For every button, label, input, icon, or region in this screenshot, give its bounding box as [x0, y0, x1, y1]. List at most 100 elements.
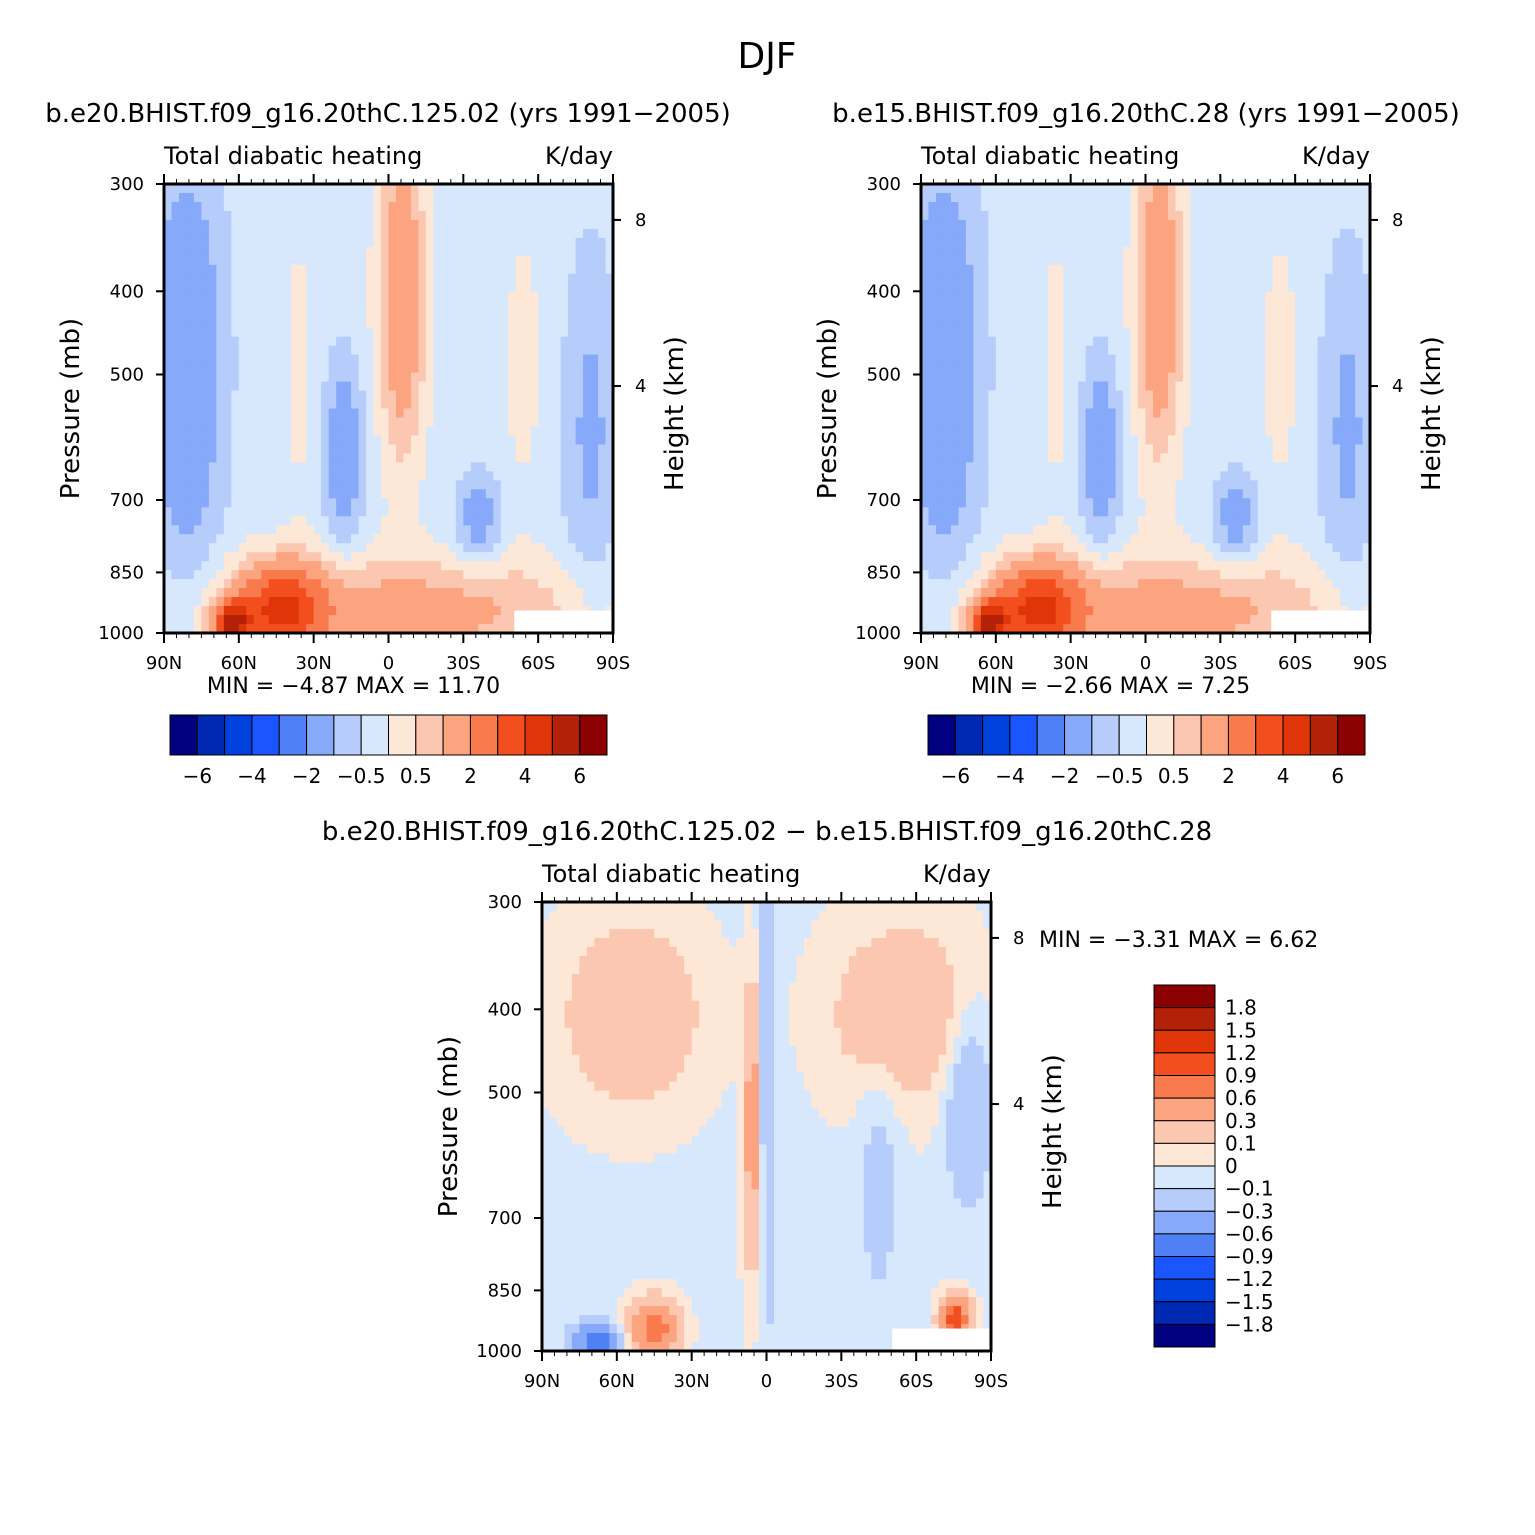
heat-cell [1287, 246, 1296, 257]
heat-cell [1257, 219, 1266, 230]
heat-cell [1235, 210, 1244, 221]
heat-cell [1167, 399, 1177, 410]
heat-cell [1093, 273, 1102, 284]
heat-cell [583, 516, 592, 526]
heat-cell [455, 192, 464, 203]
heat-cell [193, 336, 203, 347]
heat-cell [935, 291, 945, 302]
heat-cell [995, 282, 1004, 293]
heat-cell [321, 300, 330, 311]
heat-cell [395, 516, 405, 526]
heat-cell [530, 462, 539, 472]
heat-cell [164, 462, 173, 472]
heat-cell [1160, 345, 1169, 356]
heat-cell [201, 282, 210, 293]
heat-cell [598, 561, 607, 571]
heat-cell [328, 543, 337, 553]
heat-cell [1025, 453, 1034, 463]
heat-cell [418, 399, 427, 410]
heat-cell [598, 408, 607, 419]
heat-cell [223, 363, 232, 374]
heat-cell [470, 597, 479, 607]
heat-cell [1152, 354, 1162, 365]
heat-cell [186, 516, 195, 526]
heat-cell [1123, 363, 1132, 374]
heat-cell [216, 282, 225, 293]
heat-cell [283, 282, 292, 293]
heat-cell [1055, 192, 1064, 203]
panels: b.e20.BHIST.f09_g16.20thC.125.02 (yrs 19… [45, 99, 1460, 1392]
heat-cell [373, 219, 382, 230]
heat-cell [343, 534, 352, 544]
heat-cell [500, 228, 509, 239]
heat-cell [1227, 345, 1236, 356]
heat-cell [403, 489, 412, 499]
heat-cell [231, 300, 240, 311]
heat-cell [1010, 372, 1019, 383]
heat-cell [485, 184, 494, 194]
heat-cell [433, 417, 442, 428]
heat-cell [1018, 354, 1027, 365]
heat-cell [358, 372, 367, 383]
heat-cell [1242, 399, 1251, 410]
heat-cell [515, 372, 524, 383]
heat-cell [208, 354, 217, 365]
heat-cell [1040, 192, 1049, 203]
heat-cell [1138, 444, 1147, 454]
heat-cell [1190, 390, 1199, 401]
heat-cell [1317, 201, 1326, 212]
heat-cell [381, 525, 390, 535]
heat-cell [328, 417, 337, 428]
heat-cell [545, 408, 554, 419]
heat-cell [560, 444, 569, 454]
heat-cell [1340, 435, 1349, 446]
heat-cell [351, 264, 360, 275]
heat-cell [238, 615, 247, 625]
heat-cell [313, 615, 322, 625]
heat-cell [403, 219, 412, 230]
heat-cell [433, 579, 442, 589]
heat-cell [403, 327, 412, 338]
heat-cell [388, 184, 397, 194]
heat-cell [928, 408, 937, 419]
heat-cell [231, 255, 240, 266]
heat-cell [515, 426, 524, 437]
heat-cell [1018, 408, 1027, 419]
heat-cell [425, 228, 434, 239]
heat-cell [1235, 219, 1244, 230]
heat-cell [238, 471, 247, 481]
heat-cell [598, 300, 607, 311]
heat-cell [1182, 318, 1191, 329]
heat-cell [328, 453, 337, 463]
heat-cell [1115, 255, 1124, 266]
heat-cell [1123, 201, 1132, 212]
heat-cell [261, 309, 270, 320]
heat-cell [433, 435, 442, 446]
heat-cell [1257, 426, 1266, 437]
heat-cell [958, 273, 967, 284]
heat-cell [1100, 417, 1109, 428]
heat-cell [208, 435, 217, 446]
heat-cell [523, 426, 532, 437]
heat-cell [343, 372, 352, 383]
heat-cell [493, 210, 502, 221]
heat-cell [1085, 228, 1094, 239]
heat-cell [1265, 255, 1274, 266]
heat-cell [388, 282, 397, 293]
heat-cell [440, 336, 449, 347]
heat-cell [1048, 363, 1057, 374]
heat-cell [231, 525, 240, 535]
heat-cell [545, 588, 554, 598]
heat-cell [1355, 184, 1364, 194]
heat-cell [470, 309, 479, 320]
heat-cell [193, 210, 203, 221]
heat-cell [1302, 345, 1311, 356]
heat-cell [164, 426, 173, 437]
heat-cell [478, 228, 487, 239]
heat-cell [268, 237, 277, 248]
heat-cell [500, 264, 509, 275]
heat-cell [538, 489, 547, 499]
heat-cell [418, 390, 427, 401]
heat-cell [950, 219, 960, 230]
heat-cell [1257, 264, 1266, 275]
